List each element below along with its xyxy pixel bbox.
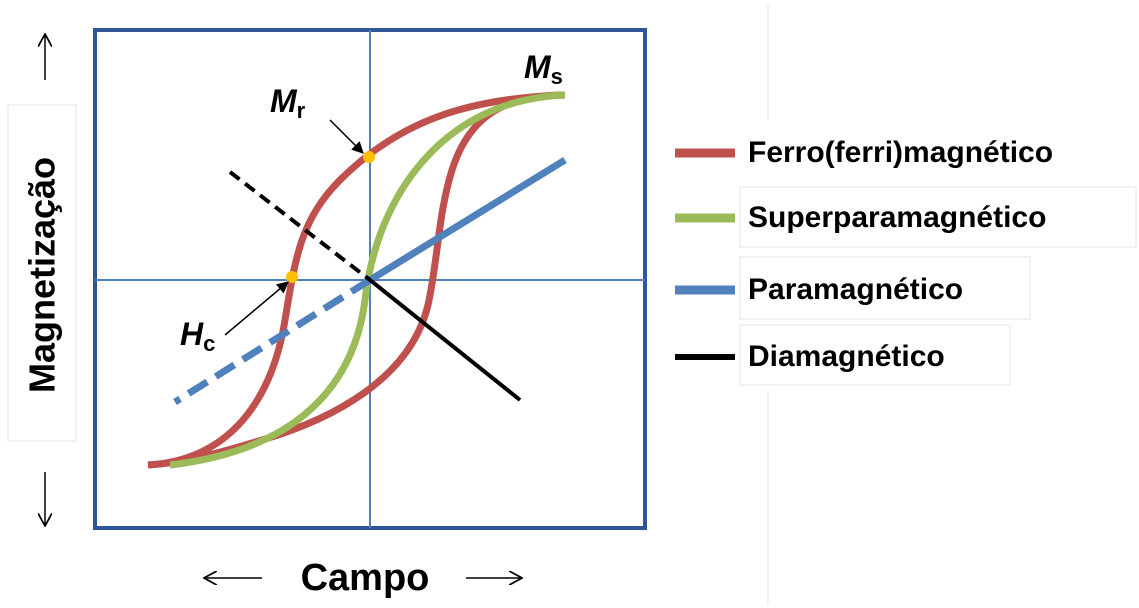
coercivity-label: Hc (180, 316, 215, 356)
remanence-arrow (329, 119, 364, 154)
dia-line (368, 278, 522, 402)
x-axis-label: Campo (301, 557, 430, 599)
ferro-upper (147, 91, 566, 469)
legend-frame (739, 256, 1031, 320)
coercivity-point (286, 271, 298, 283)
legend-label: Paramagnético (748, 273, 963, 306)
legend-frame (739, 324, 1011, 386)
legend-label: Ferro(ferri)magnético (748, 136, 1053, 169)
saturation-label: Ms (524, 49, 563, 89)
legend-frame (739, 186, 1137, 248)
para-line (368, 157, 567, 283)
label-frame (7, 104, 77, 442)
y-axis-label: Magnetização (22, 157, 63, 393)
remanence-label: Mr (270, 83, 306, 123)
remanence-point (363, 151, 375, 163)
para-dashed (173, 277, 372, 405)
superpara-curve (169, 91, 566, 469)
coercivity-arrow (224, 281, 289, 336)
legend-label: Diamagnético (748, 340, 945, 373)
legend-label: Superparamagnético (748, 201, 1046, 234)
dia-dashed (228, 170, 372, 282)
